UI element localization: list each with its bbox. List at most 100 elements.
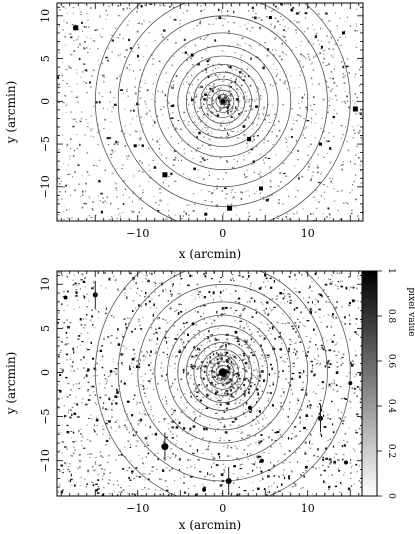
noise-pixel xyxy=(243,159,245,161)
noise-pixel xyxy=(75,291,78,294)
noise-pixel xyxy=(60,341,63,343)
noise-pixel xyxy=(225,172,227,174)
noise-pixel xyxy=(282,203,284,205)
noise-pixel xyxy=(70,389,72,391)
noise-pixel xyxy=(166,418,167,419)
noise-pixel xyxy=(246,346,249,348)
noise-pixel xyxy=(113,103,117,106)
noise-pixel xyxy=(340,412,343,414)
noise-pixel xyxy=(282,468,285,471)
noise-pixel xyxy=(101,74,104,77)
noise-pixel xyxy=(331,98,333,100)
noise-pixel xyxy=(296,358,297,360)
noise-pixel xyxy=(150,350,152,353)
noise-pixel xyxy=(306,407,309,409)
noise-pixel xyxy=(167,337,170,338)
noise-pixel xyxy=(230,380,232,382)
noise-pixel xyxy=(73,403,76,404)
noise-pixel xyxy=(209,440,211,442)
noise-pixel xyxy=(220,87,222,89)
noise-pixel xyxy=(73,40,75,42)
noise-pixel xyxy=(176,435,178,437)
noise-pixel xyxy=(230,383,233,386)
noise-pixel xyxy=(228,83,230,86)
noise-pixel xyxy=(213,87,215,90)
noise-pixel xyxy=(233,396,235,399)
noise-pixel xyxy=(147,364,151,367)
noise-pixel xyxy=(203,370,206,373)
noise-pixel xyxy=(320,195,322,197)
noise-pixel xyxy=(207,380,209,382)
noise-pixel xyxy=(297,150,299,152)
noise-pixel xyxy=(61,369,64,372)
noise-pixel xyxy=(161,33,163,36)
noise-pixel xyxy=(230,356,233,358)
noise-pixel xyxy=(99,396,102,399)
noise-pixel xyxy=(235,290,237,292)
noise-pixel xyxy=(356,413,359,416)
noise-pixel xyxy=(92,324,94,326)
noise-pixel xyxy=(176,334,179,336)
noise-pixel xyxy=(170,172,173,176)
noise-pixel xyxy=(316,363,318,365)
noise-pixel xyxy=(243,412,245,414)
noise-pixel xyxy=(68,66,70,69)
noise-pixel xyxy=(109,437,111,440)
noise-pixel xyxy=(314,55,317,57)
noise-pixel xyxy=(230,394,233,397)
noise-pixel xyxy=(220,357,223,360)
noise-pixel xyxy=(71,24,74,26)
noise-pixel xyxy=(81,386,83,388)
noise-pixel xyxy=(198,86,200,89)
noise-pixel xyxy=(219,484,223,487)
noise-pixel xyxy=(326,325,328,328)
noise-pixel xyxy=(351,299,355,303)
noise-pixel xyxy=(112,106,114,109)
noise-pixel xyxy=(203,103,205,106)
noise-pixel xyxy=(224,96,227,99)
noise-pixel xyxy=(248,434,251,437)
noise-pixel xyxy=(330,122,333,124)
noise-pixel xyxy=(88,300,90,302)
noise-pixel xyxy=(87,349,90,351)
noise-pixel xyxy=(267,330,270,332)
noise-pixel xyxy=(237,338,240,340)
noise-pixel xyxy=(318,43,321,45)
noise-pixel xyxy=(233,355,236,358)
noise-pixel xyxy=(295,13,297,15)
noise-pixel xyxy=(139,197,142,199)
noise-pixel xyxy=(227,445,229,447)
noise-pixel xyxy=(245,110,247,112)
noise-pixel xyxy=(120,487,122,489)
noise-pixel xyxy=(263,106,266,109)
noise-pixel xyxy=(100,455,102,457)
noise-pixel xyxy=(274,372,276,375)
noise-pixel xyxy=(61,397,63,399)
noise-pixel xyxy=(253,79,255,81)
noise-pixel xyxy=(63,186,65,188)
noise-pixel xyxy=(92,357,95,360)
noise-pixel xyxy=(105,287,107,290)
noise-pixel xyxy=(97,59,99,61)
noise-pixel xyxy=(161,114,164,116)
noise-pixel xyxy=(93,429,95,431)
noise-pixel xyxy=(243,339,246,342)
noise-pixel xyxy=(78,430,80,432)
noise-pixel xyxy=(106,202,108,204)
noise-pixel xyxy=(74,282,77,285)
noise-pixel xyxy=(227,100,230,103)
noise-pixel xyxy=(225,350,227,352)
noise-pixel xyxy=(317,406,319,408)
noise-pixel xyxy=(355,113,357,115)
noise-pixel xyxy=(136,138,138,140)
noise-pixel xyxy=(211,473,213,475)
noise-pixel xyxy=(198,333,200,336)
noise-pixel xyxy=(111,34,114,36)
noise-pixel xyxy=(205,88,207,90)
noise-pixel xyxy=(68,86,71,87)
noise-pixel xyxy=(143,410,145,412)
noise-pixel xyxy=(116,196,118,198)
noise-pixel xyxy=(240,61,242,64)
noise-pixel xyxy=(238,274,241,277)
noise-pixel xyxy=(198,390,200,392)
